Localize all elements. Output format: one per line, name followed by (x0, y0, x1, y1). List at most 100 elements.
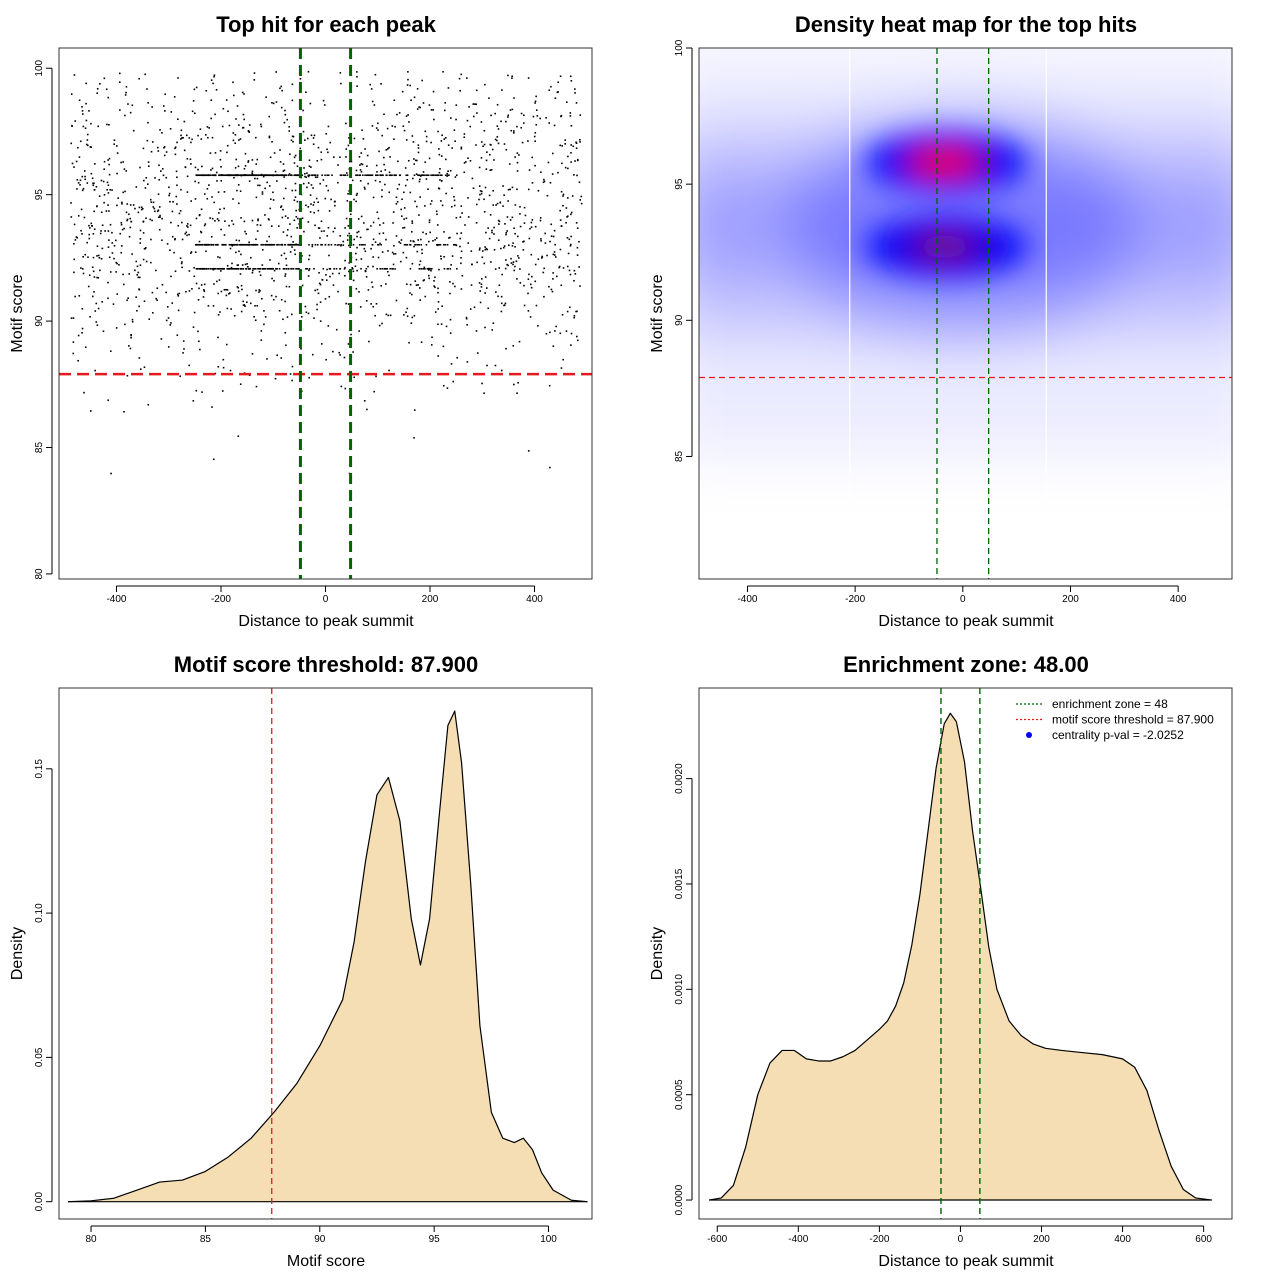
data-point (528, 237, 531, 240)
data-point (140, 208, 143, 211)
data-point (339, 235, 341, 237)
data-point (294, 174, 297, 177)
data-point (416, 88, 419, 90)
data-point (459, 89, 461, 92)
data-point (282, 174, 284, 177)
data-point (430, 200, 433, 202)
data-point (406, 283, 408, 286)
data-point (455, 104, 458, 106)
data-point (446, 387, 449, 389)
data-point (420, 174, 423, 177)
data-point (215, 88, 218, 91)
data-point (474, 103, 476, 105)
data-point (422, 279, 425, 282)
data-point (325, 274, 327, 276)
data-point (267, 174, 270, 177)
data-point (287, 174, 290, 177)
y-tick-label: 95 (34, 189, 45, 201)
data-point (380, 285, 382, 287)
data-point (389, 314, 392, 317)
data-point (379, 180, 381, 183)
data-point (576, 174, 578, 177)
data-point (272, 191, 274, 194)
data-point (274, 174, 276, 177)
data-point (308, 254, 311, 257)
data-point (228, 292, 230, 295)
data-point (93, 210, 95, 213)
data-point (180, 262, 183, 265)
data-point (351, 267, 353, 269)
data-point (74, 239, 77, 241)
data-point (106, 188, 108, 191)
data-point (377, 122, 379, 125)
data-point (316, 176, 319, 178)
data-point (497, 142, 500, 145)
data-point (365, 299, 368, 302)
data-point (232, 132, 235, 134)
data-point (355, 287, 358, 290)
data-point (190, 163, 192, 165)
data-point (401, 215, 403, 217)
data-point (281, 216, 284, 219)
data-point (509, 219, 512, 221)
data-point (425, 178, 428, 180)
x-axis-label: Distance to peak summit (238, 613, 414, 630)
data-point (483, 198, 485, 201)
data-point (316, 288, 319, 291)
data-point (76, 188, 78, 190)
data-point (129, 347, 132, 350)
data-point (564, 166, 567, 169)
data-point (236, 286, 239, 288)
data-point (364, 188, 366, 190)
data-point (196, 174, 199, 177)
data-point (117, 197, 119, 199)
data-point (475, 103, 478, 106)
data-point (417, 174, 419, 177)
data-point (293, 174, 295, 177)
data-point (498, 220, 501, 223)
data-point (97, 125, 99, 128)
data-point (560, 284, 563, 287)
data-point (197, 299, 200, 301)
data-point (93, 182, 95, 185)
data-point (427, 267, 430, 270)
data-point (450, 205, 453, 208)
data-point (486, 287, 488, 289)
data-point (200, 208, 203, 211)
data-point (364, 250, 367, 253)
x-tick-label: 80 (85, 1234, 97, 1245)
data-point (392, 267, 394, 270)
data-point (437, 130, 439, 133)
data-point (482, 145, 484, 148)
data-point (243, 220, 246, 223)
data-point (382, 222, 385, 224)
data-point (409, 84, 411, 87)
data-point (237, 435, 240, 437)
data-point (570, 344, 572, 346)
data-point (356, 85, 358, 87)
x-axis-label: Distance to peak summit (878, 613, 1054, 630)
data-point (280, 206, 282, 209)
data-point (344, 387, 347, 390)
data-point (569, 306, 571, 309)
data-point (108, 256, 111, 259)
data-point (139, 166, 141, 169)
data-point (229, 292, 231, 294)
data-point (264, 267, 267, 270)
data-point (276, 354, 278, 357)
data-point (168, 194, 170, 197)
data-point (456, 232, 458, 235)
data-point (96, 255, 98, 257)
data-point (418, 243, 420, 246)
data-point (199, 128, 202, 131)
data-point (172, 201, 174, 203)
data-point (519, 282, 522, 284)
data-point (535, 109, 538, 111)
density-layer (68, 710, 588, 1203)
data-point (577, 159, 579, 162)
data-point (242, 304, 245, 306)
data-point (126, 299, 128, 302)
data-point (139, 368, 142, 370)
data-point (107, 297, 109, 300)
